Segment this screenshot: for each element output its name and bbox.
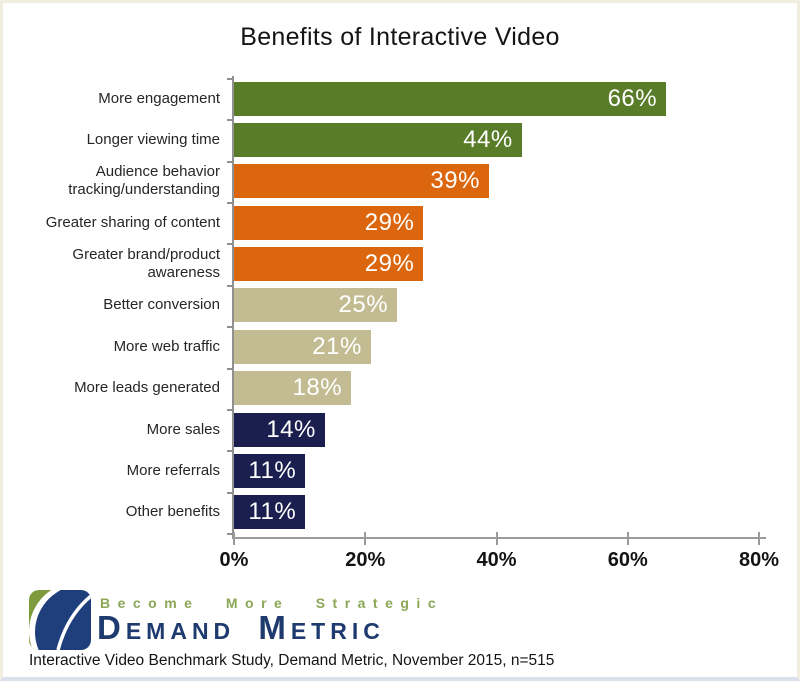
bar-track: 18% — [233, 368, 758, 409]
x-axis-tick-label: 40% — [476, 549, 517, 571]
bar-row: More leads generated 18% — [3, 368, 797, 409]
bar-row: More sales 14% — [3, 409, 797, 450]
x-axis-tick — [495, 532, 498, 545]
bar: 14% — [233, 412, 325, 447]
chart-title: Benefits of Interactive Video — [240, 23, 560, 51]
category-label: Longer viewing time — [86, 131, 220, 149]
bar-track: 66% — [233, 78, 758, 119]
bar-track: 11% — [233, 450, 758, 491]
bar: 66% — [233, 81, 667, 116]
x-axis-tick — [626, 532, 629, 545]
category-label: Greater brand/product awareness — [72, 246, 220, 282]
bar-row: More engagement 66% — [3, 78, 797, 119]
x-axis-tick-label: 80% — [738, 549, 780, 571]
category-label: Audience behavior tracking/understanding — [68, 163, 220, 199]
bar: 39% — [233, 164, 489, 199]
category-label: More engagement — [98, 89, 220, 107]
bar-chart: More engagement 66% Longer viewing time 44%… — [3, 78, 797, 533]
category-label: More referrals — [126, 461, 220, 479]
bar-track: 21% — [233, 326, 758, 367]
source-note: Interactive Video Benchmark Study, Deman… — [29, 652, 555, 669]
bar-row: Greater sharing of content 29% — [3, 202, 797, 243]
bar-track: 14% — [233, 409, 758, 450]
y-axis-tick — [227, 243, 234, 246]
bar: 29% — [233, 205, 424, 240]
logo-tagline: Become More Strategic — [100, 595, 444, 611]
bar-track: 29% — [233, 243, 758, 284]
bar-row: Better conversion 25% — [3, 285, 797, 326]
y-axis-tick — [227, 491, 234, 494]
bar-row: Greater brand/product awareness 29% — [3, 243, 797, 284]
bar: 11% — [233, 495, 306, 530]
category-label: More sales — [146, 420, 220, 438]
y-axis-tick — [227, 326, 234, 329]
x-axis-tick-label: 20% — [345, 549, 386, 571]
value-label: 11% — [248, 498, 297, 526]
bar-row: Longer viewing time 44% — [3, 119, 797, 160]
value-label: 21% — [312, 332, 362, 360]
y-axis-tick — [227, 533, 234, 535]
y-axis-tick — [227, 160, 234, 163]
logo-name: Demand Metric — [97, 609, 385, 646]
category-label: Other benefits — [125, 503, 220, 521]
category-label: More web traffic — [113, 337, 220, 355]
y-axis-tick — [227, 408, 234, 411]
value-label: 39% — [430, 167, 480, 195]
x-axis-tick — [364, 532, 367, 545]
y-axis-tick — [227, 119, 234, 122]
bar-row: More web traffic 21% — [3, 326, 797, 367]
category-label: Greater sharing of content — [45, 213, 220, 231]
bar: 25% — [233, 288, 398, 323]
value-label: 14% — [266, 415, 316, 443]
value-label: 29% — [364, 208, 415, 236]
bar-track: 29% — [233, 202, 758, 243]
y-axis-tick — [227, 78, 234, 80]
category-label: More leads generated — [74, 379, 220, 397]
value-label: 11% — [248, 456, 297, 484]
bar: 21% — [233, 329, 371, 364]
y-axis-tick — [227, 367, 234, 370]
bar-track: 44% — [233, 119, 758, 160]
bar-track: 25% — [233, 285, 758, 326]
value-label: 29% — [364, 250, 415, 278]
x-axis-tick — [233, 532, 235, 545]
y-axis — [227, 76, 234, 537]
bar: 11% — [233, 453, 306, 488]
value-label: 44% — [463, 126, 513, 154]
bar-row: Other benefits 11% — [3, 492, 797, 533]
bar: 18% — [233, 371, 352, 406]
x-axis-tick-label: 60% — [607, 549, 648, 571]
y-axis-tick — [227, 284, 234, 287]
x-axis-tick-label: 0% — [219, 549, 249, 571]
value-label: 18% — [292, 374, 343, 402]
bar: 29% — [233, 247, 424, 282]
category-label: Better conversion — [103, 296, 220, 314]
y-axis-tick — [227, 450, 234, 453]
y-axis-tick — [227, 202, 234, 205]
x-axis — [232, 537, 766, 539]
bar: 44% — [233, 123, 522, 158]
demand-metric-logo-icon — [29, 590, 91, 650]
value-label: 66% — [607, 84, 658, 112]
value-label: 25% — [338, 291, 389, 319]
bar-track: 11% — [233, 492, 758, 533]
x-axis-tick — [758, 532, 760, 545]
bar-track: 39% — [233, 161, 758, 202]
bar-row: Audience behavior tracking/understanding… — [3, 161, 797, 202]
bar-row: More referrals 11% — [3, 450, 797, 491]
